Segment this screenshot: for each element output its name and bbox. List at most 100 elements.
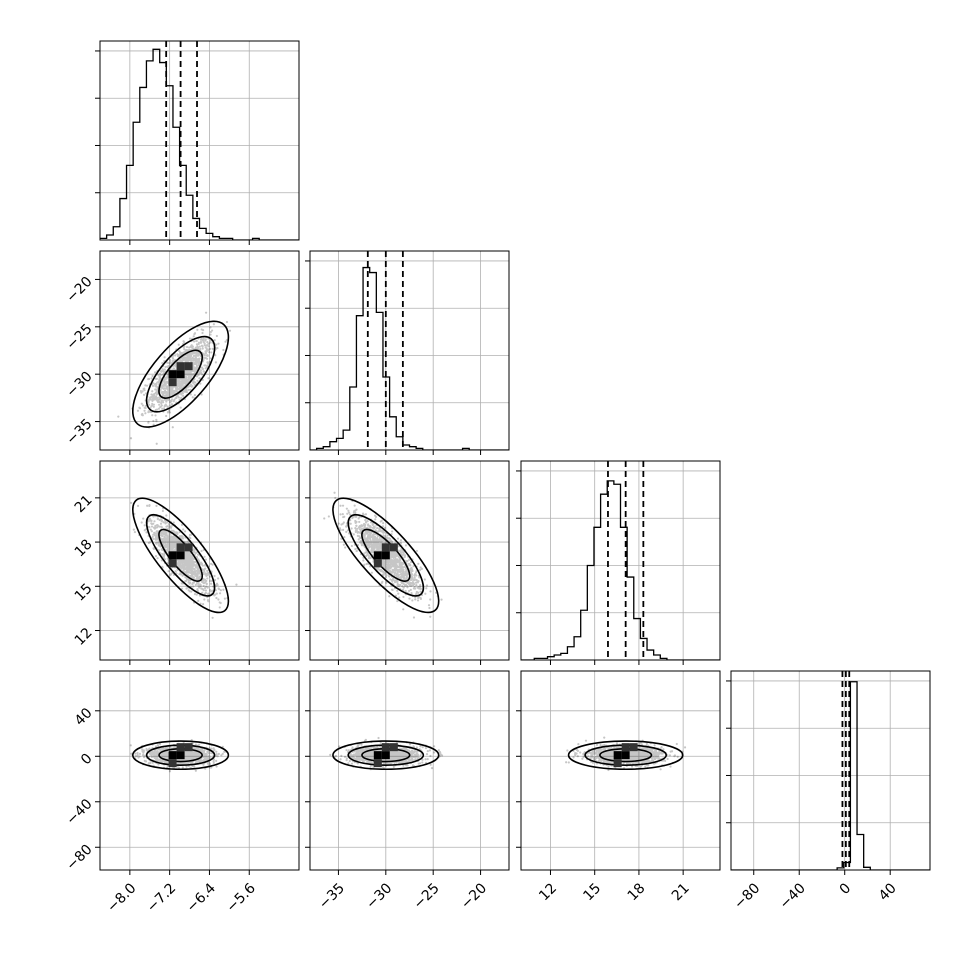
scatter-point bbox=[378, 528, 382, 532]
scatter-point bbox=[168, 387, 171, 390]
scatter-point bbox=[398, 561, 401, 564]
scatter-point bbox=[184, 360, 187, 363]
scatter-point bbox=[189, 537, 192, 540]
scatter-point bbox=[156, 538, 159, 541]
scatter-point bbox=[193, 593, 197, 596]
scatter-point bbox=[192, 570, 196, 573]
scatter-point bbox=[151, 399, 154, 403]
panel-frame bbox=[99, 40, 300, 241]
scatter-point bbox=[156, 536, 159, 539]
scatter-point bbox=[198, 377, 201, 380]
scatter-point bbox=[181, 358, 185, 361]
scatter-point bbox=[180, 381, 184, 384]
scatter-point bbox=[369, 526, 372, 529]
scatter-point bbox=[168, 538, 171, 542]
scatter-point bbox=[412, 582, 415, 585]
scatter-point bbox=[147, 411, 150, 414]
scatter-point bbox=[199, 382, 202, 385]
scatter-point bbox=[399, 566, 402, 569]
scatter-point bbox=[161, 386, 164, 389]
scatter-point bbox=[223, 597, 227, 600]
scatter-point bbox=[190, 374, 193, 377]
scatter-point bbox=[409, 582, 412, 586]
scatter-point bbox=[377, 530, 380, 533]
scatter-point bbox=[180, 560, 183, 564]
scatter-point bbox=[187, 353, 190, 356]
scatter-point bbox=[187, 376, 190, 379]
scatter-point bbox=[366, 538, 369, 541]
scatter-point bbox=[198, 345, 201, 348]
scatter-point bbox=[162, 533, 165, 536]
scatter-point bbox=[401, 563, 404, 566]
scatter-point bbox=[179, 382, 182, 385]
scatter-point bbox=[396, 572, 399, 575]
scatter-point bbox=[390, 560, 393, 563]
scatter-point bbox=[156, 399, 159, 402]
scatter-point bbox=[363, 533, 366, 537]
scatter-point bbox=[186, 563, 189, 566]
scatter-point bbox=[191, 357, 194, 360]
scatter-point bbox=[183, 379, 187, 382]
scatter-point bbox=[365, 530, 368, 533]
scatter-point bbox=[365, 537, 369, 540]
scatter-point bbox=[186, 551, 189, 554]
scatter-point bbox=[394, 569, 397, 572]
scatter-point bbox=[392, 552, 396, 555]
scatter-point bbox=[396, 561, 399, 564]
scatter-point bbox=[198, 352, 201, 355]
scatter-point bbox=[208, 762, 211, 765]
scatter-point bbox=[183, 348, 186, 351]
scatter-point bbox=[192, 362, 195, 365]
scatter-point bbox=[166, 557, 169, 560]
scatter-point bbox=[156, 387, 159, 390]
scatter-point bbox=[186, 381, 189, 384]
scatter-point bbox=[374, 535, 377, 538]
scatter-point bbox=[390, 553, 393, 556]
scatter-point bbox=[196, 582, 199, 585]
scatter-point bbox=[200, 750, 204, 753]
scatter-point bbox=[190, 753, 193, 756]
scatter-point bbox=[148, 747, 151, 750]
scatter-point bbox=[200, 393, 203, 396]
scatter-point bbox=[166, 549, 169, 552]
scatter-point bbox=[182, 379, 185, 382]
scatter-point bbox=[173, 546, 177, 549]
scatter-point bbox=[404, 572, 407, 575]
scatter-point bbox=[181, 384, 184, 387]
scatter-point bbox=[344, 525, 348, 528]
scatter-point bbox=[188, 372, 191, 375]
scatter-point bbox=[201, 759, 204, 763]
scatter-point bbox=[207, 571, 210, 574]
scatter-point bbox=[181, 559, 184, 563]
scatter-point bbox=[212, 747, 215, 750]
scatter-point bbox=[395, 568, 398, 572]
scatter-point bbox=[182, 569, 185, 572]
scatter-point bbox=[179, 406, 182, 409]
scatter-point bbox=[389, 560, 393, 563]
scatter-point bbox=[385, 541, 388, 544]
scatter-point bbox=[415, 549, 419, 553]
scatter-point bbox=[175, 387, 179, 390]
scatter-point bbox=[162, 394, 166, 397]
scatter-point bbox=[195, 366, 198, 369]
scatter-point bbox=[170, 541, 173, 544]
scatter-point bbox=[192, 563, 195, 566]
scatter-point bbox=[192, 564, 195, 567]
scatter-point bbox=[172, 392, 175, 395]
scatter-point bbox=[155, 759, 159, 762]
scatter-point bbox=[414, 571, 418, 574]
scatter-point bbox=[388, 595, 391, 598]
scatter-point bbox=[189, 559, 192, 562]
scatter-point bbox=[410, 581, 413, 585]
scatter-point bbox=[204, 581, 207, 584]
scatter-point bbox=[402, 608, 405, 611]
scatter-point bbox=[185, 390, 188, 394]
scatter-point bbox=[217, 587, 220, 590]
scatter-point bbox=[182, 568, 185, 571]
scatter-point bbox=[396, 565, 399, 568]
scatter-point bbox=[339, 528, 342, 532]
scatter-point bbox=[138, 752, 142, 755]
scatter-point bbox=[360, 540, 363, 543]
scatter-point bbox=[404, 574, 407, 577]
scatter-point bbox=[364, 530, 367, 533]
